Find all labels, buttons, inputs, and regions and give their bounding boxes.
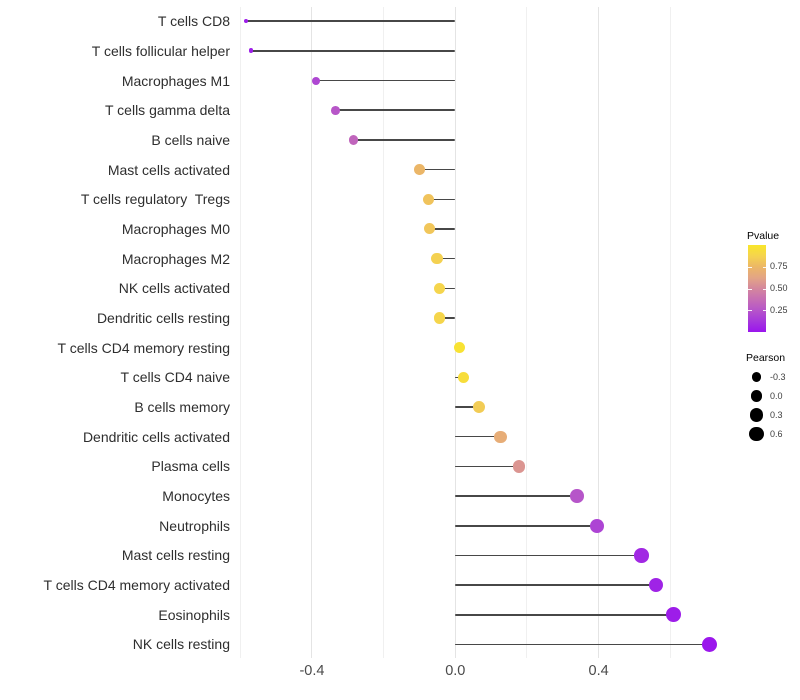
lollipop-dot xyxy=(424,223,435,235)
minor-gridline xyxy=(526,7,528,658)
y-axis-label: T cells follicular helper xyxy=(91,42,230,59)
colorbar-tick-label: 0.25 xyxy=(770,304,788,315)
lollipop-dot xyxy=(701,636,718,653)
lollipop-dot xyxy=(457,371,470,384)
colorbar-tick-mark xyxy=(748,266,752,268)
major-gridline xyxy=(454,7,456,658)
lollipop-dot xyxy=(473,401,486,413)
minor-gridline xyxy=(669,7,671,658)
colorbar-tick-mark xyxy=(762,310,766,312)
lollipop-dot xyxy=(634,548,649,563)
size-legend-label: -0.3 xyxy=(770,371,786,382)
lollipop-stem xyxy=(437,257,456,260)
lollipop-dot xyxy=(311,76,320,85)
pvalue-colorbar xyxy=(748,245,766,332)
lollipop-dot xyxy=(348,135,358,145)
lollipop-stem xyxy=(455,584,656,586)
x-tick-label: 0.4 xyxy=(588,663,609,679)
colorbar-tick-mark xyxy=(748,310,752,312)
lollipop-dot xyxy=(431,253,443,265)
lollipop-dot xyxy=(422,193,434,205)
size-legend-dot xyxy=(750,390,763,402)
lollipop-dot xyxy=(570,489,584,503)
lollipop-stem xyxy=(455,525,597,527)
y-axis-label: Macrophages M1 xyxy=(121,72,230,89)
y-axis-label: Macrophages M0 xyxy=(121,220,230,237)
size-legend-dot xyxy=(750,408,764,422)
lollipop-stem xyxy=(353,139,456,141)
size-legend-label: 0.3 xyxy=(770,409,783,420)
y-axis-label: B cells naive xyxy=(151,131,230,148)
lollipop-dot xyxy=(648,577,664,593)
y-axis-label: T cells CD4 memory resting xyxy=(57,339,230,356)
lollipop-stem xyxy=(455,406,480,408)
x-tick-label: 0.0 xyxy=(445,663,466,679)
lollipop-dot xyxy=(589,518,604,533)
y-axis-label: Neutrophils xyxy=(159,517,230,534)
lollipop-stem xyxy=(455,643,710,646)
y-axis-label: Macrophages M2 xyxy=(121,250,230,267)
y-axis-label: T cells CD4 naive xyxy=(120,369,230,386)
lollipop-dot xyxy=(494,430,507,443)
pvalue-legend-title: Pvalue xyxy=(747,230,780,242)
y-axis-label: Dendritic cells resting xyxy=(96,310,230,326)
y-axis-label: Monocytes xyxy=(162,488,230,505)
x-tick-label: -0.4 xyxy=(299,663,325,679)
lollipop-stem xyxy=(428,198,456,201)
lollipop-stem xyxy=(251,50,456,52)
minor-gridline xyxy=(383,7,385,658)
y-axis-label: T cells regulatory Tregs xyxy=(80,191,230,208)
size-legend-dot xyxy=(752,372,762,382)
lollipop-stem xyxy=(439,287,456,290)
lollipop-stem xyxy=(455,554,642,557)
colorbar-tick-mark xyxy=(762,266,766,268)
major-gridline xyxy=(598,7,600,658)
y-axis-label: NK cells activated xyxy=(118,280,230,297)
lollipop-dot xyxy=(453,341,466,354)
lollipop-dot xyxy=(330,105,340,115)
lollipop-stem xyxy=(455,495,578,497)
lollipop-stem xyxy=(419,168,456,171)
lollipop-stem xyxy=(335,109,456,111)
y-axis-label: Mast cells resting xyxy=(121,547,230,564)
lollipop-dot xyxy=(433,282,445,294)
lollipop-dot xyxy=(248,48,254,54)
lollipop-dot xyxy=(414,164,425,175)
y-axis-label: Dendritic cells activated xyxy=(82,428,230,445)
size-legend-dot xyxy=(749,426,765,442)
size-legend-label: 0.6 xyxy=(770,428,783,439)
lollipop-stem xyxy=(455,435,501,438)
lollipop-stem xyxy=(439,317,456,319)
colorbar-tick-label: 0.75 xyxy=(770,261,788,272)
y-axis-label: Eosinophils xyxy=(158,606,230,623)
minor-gridline xyxy=(239,7,241,658)
y-axis-label: T cells gamma delta xyxy=(104,102,230,119)
y-axis-label: T cells CD4 memory activated xyxy=(43,577,230,594)
y-axis-label: T cells CD8 xyxy=(157,13,230,30)
colorbar-tick-mark xyxy=(748,288,752,290)
y-axis-label: NK cells resting xyxy=(132,636,230,653)
lollipop-dot xyxy=(512,460,526,473)
lollipop-stem xyxy=(455,465,520,468)
y-axis-label: Mast cells activated xyxy=(107,161,230,178)
lollipop-dot xyxy=(243,19,248,24)
lollipop-stem xyxy=(429,228,456,230)
major-gridline xyxy=(311,7,313,658)
lollipop-dot xyxy=(433,312,445,324)
y-axis-label: B cells memory xyxy=(134,399,230,416)
lollipop-dot xyxy=(666,607,682,623)
lollipop-stem xyxy=(245,20,456,22)
y-axis-label: Plasma cells xyxy=(151,458,230,475)
colorbar-tick-mark xyxy=(762,288,766,290)
colorbar-tick-label: 0.50 xyxy=(770,283,788,293)
pearson-legend-title: Pearson xyxy=(746,352,786,364)
lollipop-stem xyxy=(315,79,456,82)
lollipop-stem xyxy=(455,614,674,616)
size-legend-label: 0.0 xyxy=(770,390,783,401)
